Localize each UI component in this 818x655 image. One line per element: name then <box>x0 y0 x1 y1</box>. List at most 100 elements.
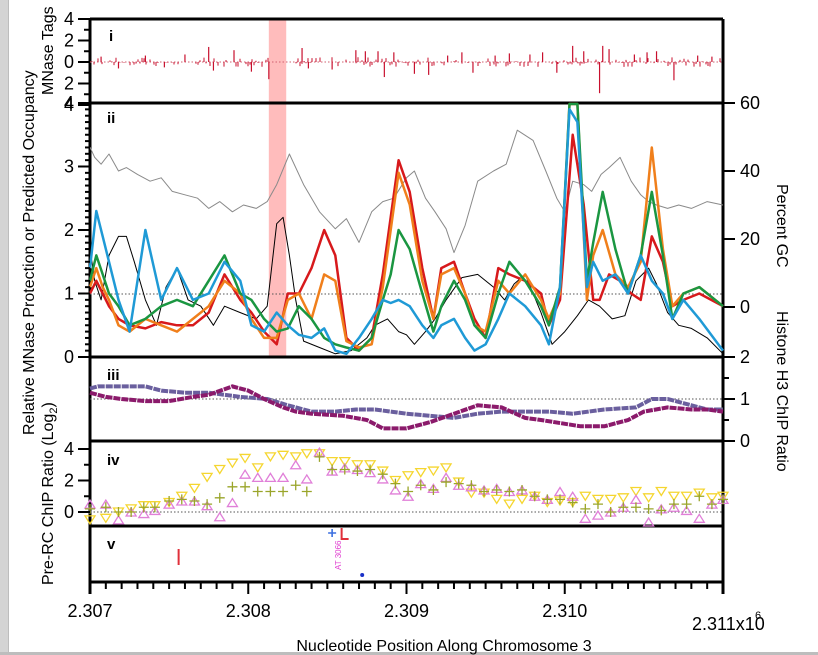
marker-plus <box>202 499 213 510</box>
panel-ii-plot <box>88 102 725 356</box>
marker-triangle-up <box>401 491 415 501</box>
marker-plus <box>706 499 717 510</box>
panel-i-tick-label: 2 <box>64 74 74 94</box>
marker-triangle-down <box>579 491 592 502</box>
panel-iv-tick-label: 2 <box>64 471 74 491</box>
marker-plus <box>453 478 464 489</box>
marker-plus <box>542 494 553 505</box>
marker-triangle-down <box>148 501 162 511</box>
y-axis-label-mnase-tags: MNase Tags <box>40 6 57 95</box>
marker-plus <box>227 481 238 492</box>
marker-plus <box>265 486 276 497</box>
marker-plus <box>668 499 679 510</box>
marker-plus <box>466 480 477 491</box>
panel-ii-tick-label: 0 <box>64 347 74 367</box>
marker-triangle-down <box>251 463 264 474</box>
marker-triangle-up <box>629 494 643 505</box>
marker-plus <box>214 492 225 503</box>
marker-triangle-down <box>604 494 617 505</box>
panel-iv-tick-label: 0 <box>64 502 74 522</box>
marker-triangle-down <box>213 464 226 475</box>
panel-iii-plot <box>89 384 724 431</box>
series-mnase-series-orange <box>88 102 724 349</box>
gc-tick-label: 60 <box>740 93 760 113</box>
panel-i-plot <box>91 45 721 94</box>
marker-plus <box>694 491 705 502</box>
marker-plus <box>415 480 426 491</box>
series-percent-gc <box>89 129 724 254</box>
marker-triangle-down <box>99 513 112 524</box>
marker-plus <box>189 495 200 506</box>
marker-triangle-up <box>452 479 465 490</box>
marker-plus <box>567 497 578 508</box>
marker-triangle-up <box>276 472 290 483</box>
marker-plus <box>428 484 439 495</box>
gc-tick-label: 40 <box>740 161 760 181</box>
marker-plus <box>176 494 187 505</box>
series-mnase-series-red <box>88 133 724 352</box>
x-tick-exponent: 6 <box>755 610 761 622</box>
marker-triangle-up <box>680 505 693 516</box>
x-tick-label: 2.307 <box>67 601 112 621</box>
y-axis-label-occupancy: Relative MNase Protection or Predicted O… <box>21 70 38 435</box>
marker-plus <box>605 507 616 517</box>
gc-tick-label: 0 <box>740 297 750 317</box>
marker-plus <box>681 499 692 510</box>
marker-plus <box>113 507 124 517</box>
marker-plus <box>718 494 728 505</box>
marker-plus <box>390 478 401 489</box>
feature-blue-dot <box>360 573 365 577</box>
feature-ars-bracket <box>340 528 349 540</box>
feature-blue-plus <box>328 529 337 537</box>
marker-triangle-up <box>213 511 226 522</box>
feature-label-at3066: AT 3066 <box>334 540 343 570</box>
marker-plus <box>252 486 263 497</box>
marker-triangle-up <box>289 459 302 470</box>
marker-triangle-up <box>667 502 681 512</box>
marker-triangle-up <box>389 484 402 495</box>
panel-label-ii: ii <box>107 110 115 127</box>
marker-plus <box>314 451 325 462</box>
gc-tick-label: 20 <box>740 229 760 249</box>
marker-triangle-up <box>251 472 264 483</box>
marker-triangle-up <box>465 481 478 492</box>
panel-iv-plot <box>83 446 730 527</box>
marker-triangle-down <box>490 494 503 505</box>
marker-plus <box>403 486 414 497</box>
marker-triangle-up <box>112 514 125 525</box>
marker-triangle-down <box>137 501 150 511</box>
series-h3-chip-purple <box>89 384 724 431</box>
panel-i-tick-label: 2 <box>64 31 74 51</box>
marker-triangle-up <box>137 508 150 519</box>
marker-triangle-down <box>124 504 138 515</box>
marker-plus <box>301 486 312 497</box>
h3-tick-label: 1 <box>740 389 750 409</box>
x-tick-label: 2.309 <box>384 601 429 621</box>
marker-triangle-up <box>200 500 214 511</box>
panel-label-iii: iii <box>107 367 120 384</box>
marker-plus <box>100 502 111 513</box>
marker-triangle-down <box>642 493 655 504</box>
panel-iv-tick-label: 4 <box>64 439 74 459</box>
x-axis-label: Nucleotide Position Along Chromosome 3 <box>296 638 591 655</box>
panel-ii-tick-label: 1 <box>64 284 74 304</box>
panel-i-tick-label: 4 <box>64 9 74 29</box>
marker-triangle-up <box>148 505 162 516</box>
marker-triangle-down <box>238 453 252 464</box>
series-mnase-series-blue <box>88 108 725 356</box>
y-axis-label-prerc-close: ) <box>40 402 57 407</box>
marker-triangle-down <box>515 494 529 505</box>
marker-triangle-down <box>693 488 706 499</box>
marker-plus <box>479 486 490 497</box>
panel-v-plot: AT 3066 <box>177 528 365 577</box>
x-tick-label: 2.310 <box>542 601 587 621</box>
panel-label-v: v <box>107 536 116 553</box>
panel-i-tick-label: 4 <box>64 95 74 115</box>
marker-plus <box>365 464 376 475</box>
marker-plus <box>126 507 137 517</box>
marker-triangle-down <box>389 475 402 486</box>
marker-triangle-up <box>553 486 567 497</box>
y2-axis-label-histone: Histone H3 ChIP Ratio <box>773 311 790 472</box>
marker-triangle-down <box>83 515 97 526</box>
marker-triangle-up <box>162 498 176 509</box>
